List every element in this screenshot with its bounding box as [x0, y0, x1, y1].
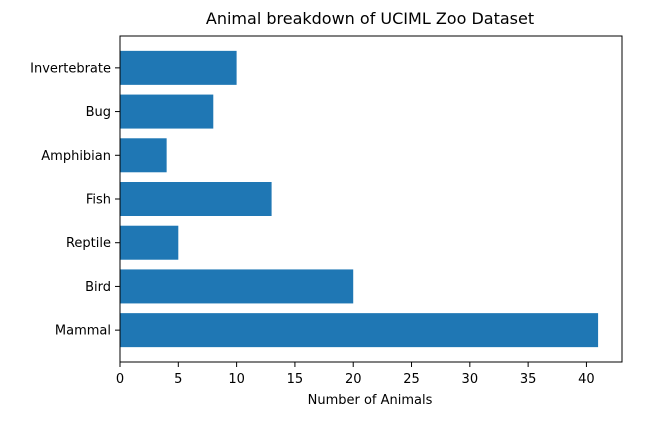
- x-tick-label-5: 5: [174, 372, 182, 387]
- bar-reptile: [120, 225, 179, 260]
- y-tick-label-mammal: Mammal: [55, 324, 111, 339]
- y-tick-label-amphibian: Amphibian: [41, 149, 111, 164]
- x-tick-label-20: 20: [345, 372, 362, 387]
- bar-invertebrate: [120, 50, 237, 85]
- x-axis-label: Number of Animals: [308, 393, 433, 408]
- y-axis: Mammal Bird Reptile Fish Amphibian Bug Inverte…: [30, 61, 120, 339]
- x-tick-label-35: 35: [520, 372, 537, 387]
- x-axis: 0 5 10 15 20 25 30 35 40: [116, 362, 595, 387]
- x-tick-label-40: 40: [578, 372, 595, 387]
- bar-mammal: [120, 313, 599, 348]
- y-tick-label-bird: Bird: [85, 280, 111, 295]
- y-tick-label-fish: Fish: [86, 193, 111, 208]
- x-tick-label-10: 10: [228, 372, 245, 387]
- x-tick-label-30: 30: [462, 372, 479, 387]
- bar-fish: [120, 182, 272, 216]
- y-tick-label-bug: Bug: [86, 105, 111, 120]
- y-tick-label-reptile: Reptile: [66, 236, 111, 251]
- x-tick-label-25: 25: [403, 372, 420, 387]
- bar-amphibian: [120, 138, 167, 173]
- bar-bug: [120, 94, 214, 129]
- x-tick-label-15: 15: [287, 372, 304, 387]
- x-tick-label-0: 0: [116, 372, 124, 387]
- bars-layer: [120, 50, 599, 348]
- bar-bird: [120, 269, 354, 304]
- y-tick-label-invertebrate: Invertebrate: [30, 61, 111, 76]
- chart-title: Animal breakdown of UCIML Zoo Dataset: [206, 9, 534, 28]
